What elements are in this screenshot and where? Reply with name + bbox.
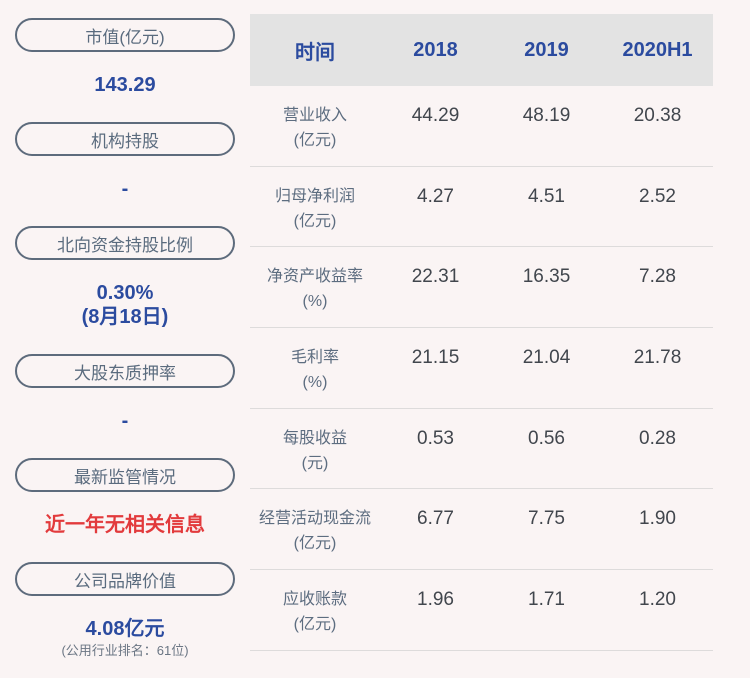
cell-value: 0.28 — [639, 427, 676, 449]
cell-value: 21.78 — [633, 347, 682, 369]
cell-value: 21.04 — [522, 347, 571, 369]
financial-table: 时间 2018 2019 2020H1 营业收入 (亿元) 44.29 48.1… — [250, 14, 713, 678]
metric-name: 归母净利润 — [274, 187, 355, 205]
latest-regulation-value: 近一年无相关信息 — [45, 514, 205, 536]
pill-major-shareholder-pledge: 大股东质押率 — [15, 354, 235, 388]
pill-brand-value-label: 公司品牌价值 — [74, 571, 176, 591]
metric-unit: (亿元) — [293, 616, 337, 634]
metric-name: 每股收益 — [282, 429, 347, 447]
table-header-2018: 2018 — [413, 38, 458, 61]
pill-latest-regulation: 最新监管情况 — [15, 458, 235, 492]
cell-value: 22.31 — [411, 266, 460, 288]
row-metric-label: 经营活动现金流 (亿元) — [250, 506, 380, 569]
metric-unit: (元) — [301, 454, 329, 472]
pill-market-cap: 市值(亿元) — [15, 18, 235, 52]
metric-name: 营业收入 — [282, 107, 347, 124]
row-metric-label: 归母净利润 (亿元) — [250, 184, 380, 247]
cell-value: 6.77 — [417, 508, 454, 530]
pill-major-shareholder-pledge-label: 大股东质押率 — [74, 363, 176, 383]
cell-value: 44.29 — [411, 105, 460, 126]
table-header-2020h1: 2020H1 — [622, 38, 693, 61]
cell-value: 0.53 — [417, 427, 454, 449]
market-cap-value: 143.29 — [94, 74, 156, 96]
table-row: 应收账款 (亿元) 1.96 1.71 1.20 — [250, 570, 713, 651]
row-metric-label: 毛利率 (%) — [250, 345, 380, 408]
row-metric-label: 营业收入 (亿元) — [250, 103, 380, 166]
table-row: 归母净利润 (亿元) 4.27 4.51 2.52 — [250, 167, 713, 248]
institutional-holding-value: - — [121, 178, 129, 200]
cell-value: 4.51 — [528, 185, 565, 207]
sidebar: 市值(亿元) 143.29 机构持股 - 北向资金持股比例 0.30% (8月1… — [0, 0, 250, 678]
northbound-ratio-value: 0.30% (8月18日) — [15, 281, 235, 329]
table-header-2019: 2019 — [524, 38, 569, 61]
pill-brand-value: 公司品牌价值 — [15, 562, 235, 596]
cell-value: 7.28 — [639, 266, 676, 288]
cell-value: 1.96 — [417, 589, 454, 611]
cell-value: 1.20 — [639, 589, 676, 611]
cell-value: 16.35 — [522, 266, 571, 288]
table-header-row: 时间 2018 2019 2020H1 — [250, 14, 713, 86]
pill-market-cap-label: 市值(亿元) — [85, 27, 165, 47]
pill-institutional-holding: 机构持股 — [15, 122, 235, 156]
cell-value: 48.19 — [522, 105, 571, 126]
cell-value: 21.15 — [411, 347, 460, 369]
northbound-ratio-date: (8月18日) — [81, 306, 169, 328]
metric-unit: (亿元) — [293, 535, 337, 553]
cell-value: 20.38 — [633, 105, 682, 126]
pill-northbound-ratio: 北向资金持股比例 — [15, 226, 235, 260]
row-metric-label: 应收账款 (亿元) — [250, 587, 380, 650]
northbound-ratio-percent: 0.30% — [96, 282, 154, 304]
row-metric-label: 每股收益 (元) — [250, 426, 380, 489]
table-row: 营业收入 (亿元) 44.29 48.19 20.38 — [250, 86, 713, 167]
metric-unit: (%) — [302, 374, 328, 392]
pill-northbound-ratio-label: 北向资金持股比例 — [57, 235, 193, 255]
metric-name: 经营活动现金流 — [258, 510, 371, 528]
cell-value: 1.71 — [528, 589, 565, 611]
table-header-time: 时间 — [295, 41, 335, 64]
brand-value-rank: (公用行业排名：61位) — [61, 643, 189, 658]
cell-value: 7.75 — [528, 508, 565, 530]
metric-unit: (亿元) — [293, 132, 337, 149]
cell-value: 2.52 — [639, 185, 676, 207]
table-row: 经营活动现金流 (亿元) 6.77 7.75 1.90 — [250, 489, 713, 571]
cell-value: 0.56 — [528, 427, 565, 449]
metric-name: 应收账款 — [282, 591, 347, 609]
cell-value: 4.27 — [417, 185, 454, 207]
major-shareholder-pledge-value: - — [121, 410, 129, 432]
brand-value-block: 4.08亿元 (公用行业排名：61位) — [15, 617, 235, 660]
row-metric-label: 净资产收益率 (%) — [250, 264, 380, 327]
metric-unit: (%) — [302, 293, 328, 311]
metric-name: 毛利率 — [290, 349, 339, 367]
cell-value: 1.90 — [639, 508, 676, 530]
pill-institutional-holding-label: 机构持股 — [91, 131, 159, 151]
table-row: 净资产收益率 (%) 22.31 16.35 7.28 — [250, 247, 713, 329]
metric-name: 净资产收益率 — [266, 268, 363, 286]
brand-value-amount: 4.08亿元 — [85, 618, 165, 640]
table-row: 毛利率 (%) 21.15 21.04 21.78 — [250, 328, 713, 409]
metric-unit: (亿元) — [293, 212, 337, 230]
table-row: 每股收益 (元) 0.53 0.56 0.28 — [250, 409, 713, 490]
pill-latest-regulation-label: 最新监管情况 — [74, 467, 176, 487]
